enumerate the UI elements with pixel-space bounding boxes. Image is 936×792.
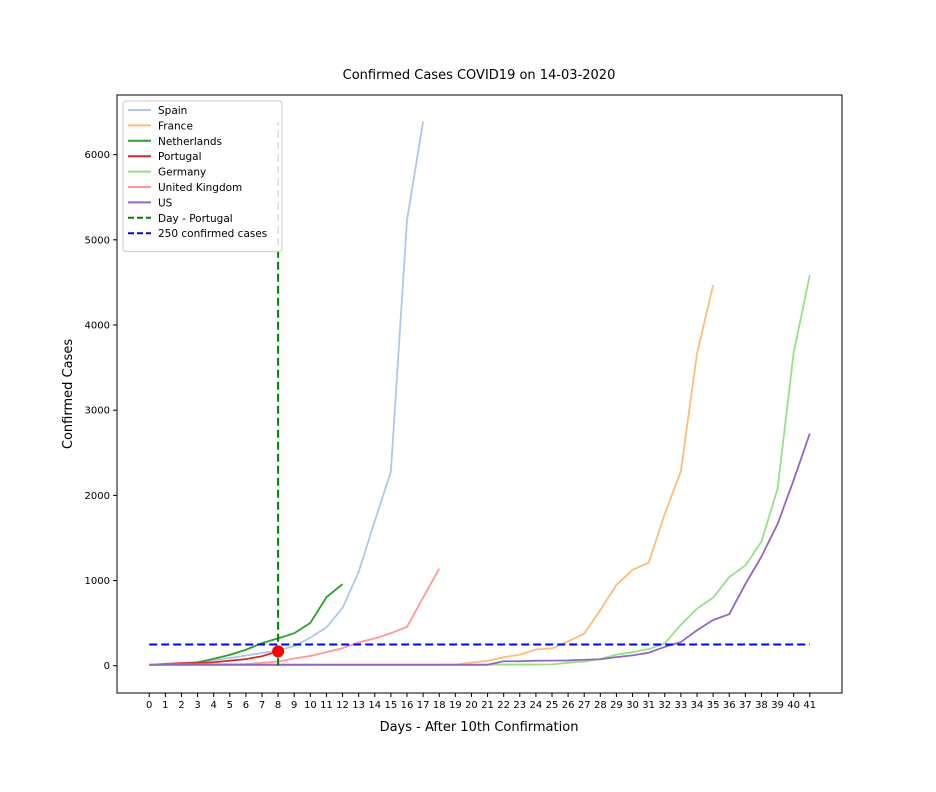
legend-frame	[122, 100, 283, 253]
series-line-france	[149, 284, 714, 666]
plot-frame	[116, 94, 843, 694]
x-tick-label: 7	[259, 700, 265, 711]
y-tick-label: 4000	[85, 321, 110, 332]
x-tick-label: 12	[336, 700, 349, 711]
x-tick-label: 4	[210, 700, 216, 711]
x-tick-label: 20	[465, 700, 478, 711]
x-tick-label: 17	[417, 700, 430, 711]
x-tick-label: 19	[449, 700, 462, 711]
x-tick-label: 27	[578, 700, 591, 711]
legend-label-france: France	[158, 120, 193, 132]
legend-label-united-kingdom: United Kingdom	[158, 182, 242, 194]
legend-label-250-confirmed-cases: 250 confirmed cases	[158, 228, 267, 240]
x-tick-label: 26	[562, 700, 575, 711]
x-tick-label: 25	[546, 700, 559, 711]
x-tick-label: 0	[146, 700, 152, 711]
x-tick-label: 34	[691, 700, 704, 711]
x-tick-label: 22	[497, 700, 510, 711]
y-tick-label: 3000	[85, 406, 110, 417]
x-tick-label: 38	[755, 700, 768, 711]
y-tick-label: 0	[104, 661, 110, 672]
x-tick-label: 15	[385, 700, 398, 711]
x-tick-label: 16	[401, 700, 414, 711]
x-tick-label: 18	[433, 700, 446, 711]
x-tick-label: 36	[723, 700, 736, 711]
y-axis: 0 1000 2000 3000 4000 5000 6000	[85, 150, 117, 672]
x-tick-label: 21	[481, 700, 494, 711]
x-tick-label: 39	[771, 700, 784, 711]
x-tick-label: 11	[320, 700, 333, 711]
x-tick-label: 13	[352, 700, 365, 711]
chart-legend: Spain France Netherlands Portugal Germany Uni…	[122, 100, 283, 253]
x-tick-label: 29	[610, 700, 623, 711]
x-tick-label: 41	[803, 700, 816, 711]
x-tick-label: 14	[368, 700, 381, 711]
x-tick-label: 6	[243, 700, 249, 711]
x-tick-label: 8	[275, 700, 281, 711]
y-tick-label: 5000	[85, 235, 110, 246]
legend-label-day-portugal: Day - Portugal	[158, 213, 233, 225]
x-tick-label: 1	[162, 700, 168, 711]
x-tick-label: 33	[675, 700, 688, 711]
legend-label-portugal: Portugal	[158, 151, 202, 163]
x-tick-label: 3	[194, 700, 200, 711]
y-axis-label: Confirmed Cases	[61, 339, 76, 449]
x-tick-label: 30	[626, 700, 639, 711]
y-tick-label: 1000	[85, 576, 110, 587]
x-tick-label: 40	[787, 700, 800, 711]
chart-title: Confirmed Cases COVID19 on 14-03-2020	[343, 68, 616, 83]
series-line-united-kingdom	[149, 568, 441, 666]
x-tick-label: 28	[594, 700, 607, 711]
y-tick-label: 2000	[85, 491, 110, 502]
legend-label-us: US	[158, 197, 173, 209]
series-line-us	[149, 433, 811, 666]
x-tick-label: 23	[513, 700, 526, 711]
x-axis-label: Days - After 10th Confirmation	[380, 720, 579, 735]
x-tick-label: 35	[707, 700, 720, 711]
x-axis: 0 1 2 3 4 5 6 7 8 9 10 11 12 13 14 15 16 17 18 19 20 21 22 23 24…	[146, 693, 816, 711]
legend-label-spain: Spain	[158, 105, 187, 117]
x-tick-label: 5	[227, 700, 233, 711]
x-tick-label: 2	[178, 700, 184, 711]
y-tick-label: 6000	[85, 150, 110, 161]
x-tick-label: 10	[304, 700, 317, 711]
series-line-germany	[149, 274, 811, 666]
plot-area	[116, 94, 843, 694]
data-marker	[272, 645, 285, 658]
series-line-netherlands	[149, 583, 344, 666]
x-tick-label: 32	[658, 700, 671, 711]
legend-label-germany: Germany	[158, 167, 206, 179]
legend-label-netherlands: Netherlands	[158, 136, 222, 148]
x-tick-label: 37	[739, 700, 752, 711]
x-tick-label: 31	[642, 700, 655, 711]
x-tick-label: 9	[291, 700, 297, 711]
x-tick-label: 24	[530, 700, 543, 711]
